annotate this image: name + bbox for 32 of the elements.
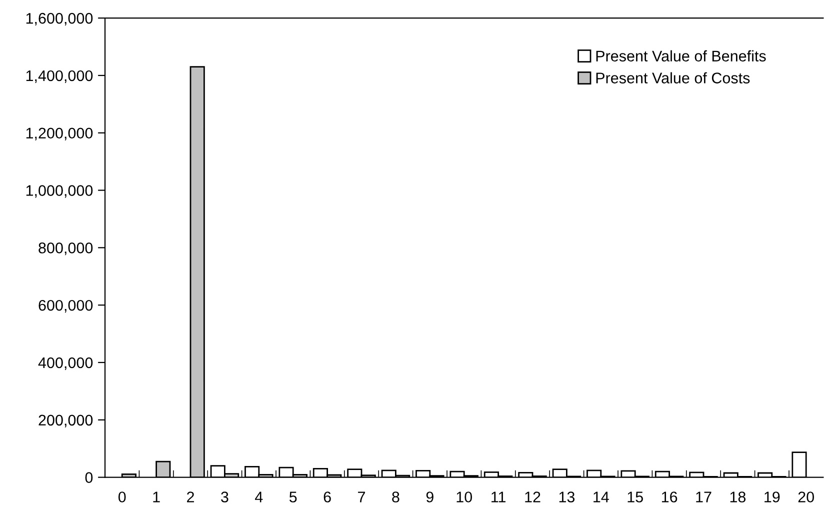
y-tick-label: 1,000,000 (26, 185, 93, 198)
y-tick-label: 1,200,000 (26, 128, 93, 140)
x-tick-label: 17 (696, 492, 712, 502)
x-tick-label: 8 (392, 492, 400, 502)
y-tick-label: 800,000 (38, 242, 93, 256)
legend-label: Present Value of Benefits (596, 50, 766, 62)
x-tick-label: 16 (662, 492, 678, 502)
x-tick-label: 6 (324, 492, 331, 502)
y-tick-label: 600,000 (38, 300, 93, 313)
x-tick-label: 13 (559, 492, 575, 502)
x-tick-label: 5 (289, 492, 297, 502)
x-tick-label: 1 (153, 492, 160, 502)
y-tick-label: 0 (85, 472, 93, 483)
y-tick-label: 1,600,000 (26, 12, 93, 26)
y-tick-label: 400,000 (38, 357, 93, 370)
x-tick-label: 10 (456, 492, 472, 502)
x-tick-label: 19 (764, 492, 780, 502)
x-tick-label: 11 (492, 492, 506, 502)
x-tick-label: 12 (525, 492, 540, 502)
x-tick-label: 4 (255, 492, 263, 502)
x-tick-label: 0 (118, 492, 126, 502)
x-tick-label: 18 (730, 492, 746, 502)
y-tick-label: 1,400,000 (26, 70, 93, 83)
x-tick-label: 9 (426, 492, 434, 502)
legend-label: Present Value of Costs (596, 72, 750, 84)
x-tick-label: 7 (358, 492, 365, 502)
x-tick-label: 15 (628, 492, 643, 502)
y-tick-label: 200,000 (38, 414, 93, 428)
x-tick-label: 3 (221, 492, 228, 502)
x-tick-label: 20 (798, 492, 814, 502)
x-tick-label: 14 (594, 492, 609, 502)
x-tick-label: 2 (187, 492, 194, 502)
